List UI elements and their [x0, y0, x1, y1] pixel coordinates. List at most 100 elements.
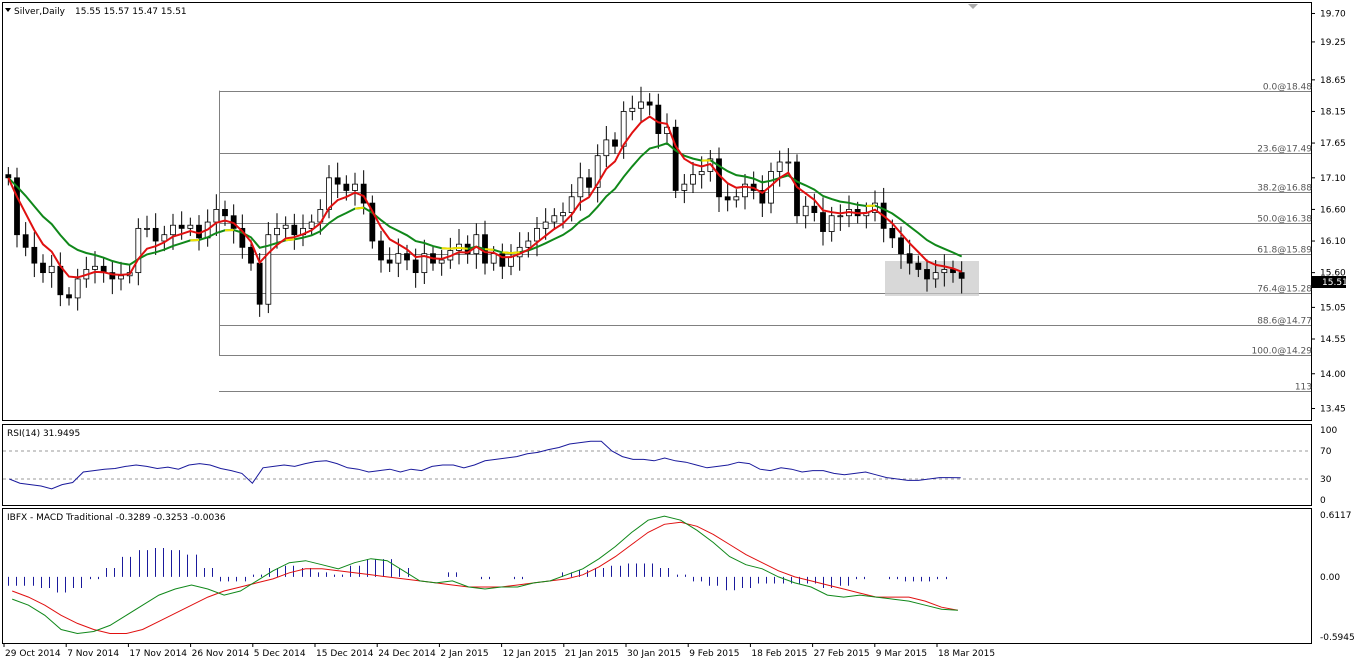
- candle-body: [66, 294, 72, 299]
- time-tick-label: 18 Mar 2015: [938, 649, 995, 659]
- price-tick-label: 14.00: [1320, 370, 1346, 380]
- ma-flat-highlight: [354, 206, 364, 210]
- candle-body: [785, 161, 792, 164]
- candle-body: [889, 227, 896, 239]
- candle-body: [603, 139, 610, 157]
- macd-tick-label: -0.5945: [1320, 633, 1355, 643]
- current-price-value: 15.51: [1322, 278, 1348, 288]
- macd-title: IBFX - MACD Traditional -0.3289 -0.3253 …: [7, 513, 226, 523]
- candle-body: [22, 234, 29, 248]
- candle-body: [499, 253, 506, 267]
- fib-label-5: 76.4@15.28: [1257, 285, 1312, 295]
- candle-body: [40, 262, 46, 274]
- time-axis: 29 Oct 2014 7 Nov 2014 17 Nov 2014 26 Nov 2…: [3, 643, 995, 659]
- rsi-layer: 100 70 30 0: [3, 426, 1337, 506]
- time-tick-label: 12 Jan 2015: [503, 649, 557, 659]
- rsi-tick-label: 100: [1320, 426, 1337, 436]
- candle-body: [282, 224, 289, 229]
- candle-body: [525, 240, 532, 248]
- time-tick-label: 7 Nov 2014: [67, 649, 119, 659]
- candle-body: [187, 224, 194, 229]
- candle-body: [586, 177, 592, 188]
- candle-body: [239, 227, 246, 248]
- time-tick-label: 2 Jan 2015: [440, 649, 488, 659]
- fib-label-6: 88.6@14.77: [1257, 317, 1312, 327]
- candle-body: [906, 253, 913, 264]
- fib-label-8: 113: [1295, 383, 1312, 393]
- candle-body: [490, 253, 497, 264]
- candle-body: [404, 253, 410, 261]
- candle-body: [135, 227, 142, 274]
- candle-body: [92, 265, 98, 270]
- fib-label-3: 50.0@16.38: [1257, 215, 1312, 225]
- candle-body: [412, 259, 419, 274]
- price-axis: 19.70 19.25 18.65 18.15 17.65 17.10 16.60 16.10…: [1311, 9, 1346, 415]
- candle-body: [343, 183, 350, 191]
- candle-body: [898, 237, 904, 255]
- fib-label-0: 0.0@18.48: [1263, 83, 1312, 93]
- macd-panel-frame: [2, 508, 1312, 644]
- scroll-marker-icon[interactable]: [968, 4, 978, 9]
- price-tick-label: 17.10: [1320, 174, 1346, 184]
- candle-body: [551, 215, 558, 223]
- time-tick-label: 27 Feb 2015: [814, 649, 870, 659]
- candle-body: [308, 221, 315, 229]
- macd-tick-label: 0.6117: [1320, 511, 1352, 521]
- candle-body: [74, 278, 81, 299]
- candle-body: [742, 183, 748, 198]
- macd-layer: 0.6117 0.00 -0.5945: [8, 511, 1355, 643]
- current-price-tag: [1312, 276, 1346, 288]
- fib-label-1: 23.6@17.49: [1257, 145, 1312, 155]
- candle-body: [655, 104, 662, 134]
- candle-body: [256, 262, 263, 305]
- candle-body: [326, 177, 332, 210]
- candle-body: [508, 256, 514, 267]
- candle-body: [334, 177, 341, 185]
- ma-flat-highlight: [458, 246, 468, 250]
- candle-body: [828, 215, 835, 232]
- candle-body: [386, 259, 393, 264]
- time-tick-label: 21 Jan 2015: [565, 649, 619, 659]
- time-tick-label: 15 Dec 2014: [316, 649, 374, 659]
- price-tick-label: 13.45: [1320, 405, 1346, 415]
- candle-body: [542, 221, 549, 229]
- fib-label-4: 61.8@15.89: [1257, 246, 1312, 256]
- candle-body: [560, 212, 566, 217]
- candle-body: [48, 265, 55, 274]
- price-tick-label: 19.25: [1320, 38, 1346, 48]
- rsi-tick-label: 0: [1320, 496, 1326, 506]
- candle-body: [274, 227, 280, 236]
- candle-body: [170, 224, 176, 236]
- candle-body: [109, 272, 116, 280]
- candle-body: [915, 262, 922, 270]
- symbol-timeframe: Silver,Daily: [14, 7, 66, 17]
- time-tick-label: 24 Dec 2014: [378, 649, 436, 659]
- candle-body: [369, 202, 376, 242]
- candle-body: [932, 272, 939, 280]
- candle-body: [438, 259, 445, 264]
- ma-flat-highlight: [510, 251, 520, 255]
- symbol-dropdown-icon[interactable]: [5, 8, 11, 12]
- macd-main-line: [12, 515, 958, 635]
- candle-body: [811, 205, 818, 213]
- price-panel-frame: [2, 2, 1312, 421]
- candle-body: [118, 275, 124, 280]
- rsi-line: [9, 440, 961, 490]
- candle-body: [698, 171, 705, 176]
- price-tick-label: 18.65: [1320, 76, 1346, 86]
- time-tick-label: 26 Nov 2014: [192, 649, 250, 659]
- price-tick-label: 16.10: [1320, 237, 1346, 247]
- ma-flat-highlight: [502, 251, 512, 255]
- time-tick-label: 29 Oct 2014: [5, 649, 61, 659]
- candle-body: [958, 272, 965, 279]
- candle-body: [690, 174, 696, 185]
- candle-body: [213, 209, 220, 223]
- moving-average-layer: [7, 115, 963, 279]
- candle-body: [638, 101, 644, 109]
- candle-body: [5, 174, 12, 179]
- time-tick-label: 9 Feb 2015: [689, 649, 739, 659]
- consolidation-highlight-box: [885, 261, 979, 296]
- candle-body: [872, 202, 878, 213]
- candle-body: [360, 183, 367, 204]
